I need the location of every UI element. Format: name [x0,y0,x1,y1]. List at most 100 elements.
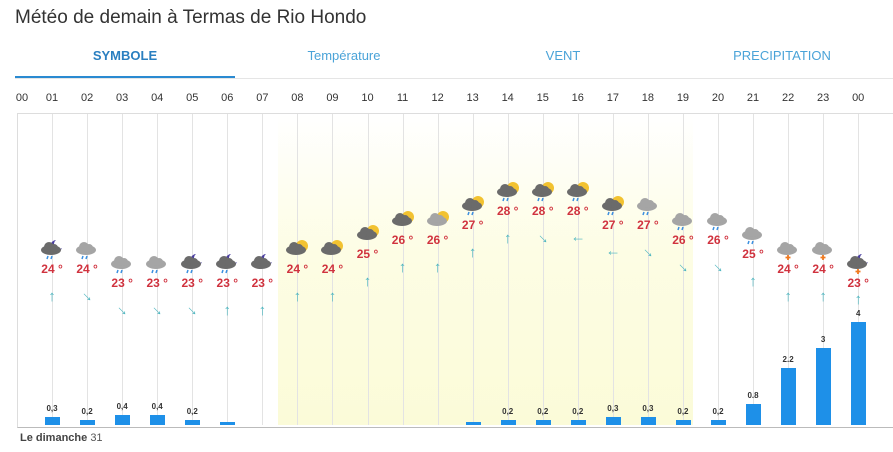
precipitation-value: 0,2 [537,406,549,416]
tab-temperature[interactable]: Température [307,48,381,63]
cloud-rain-icon [705,210,731,232]
precipitation-bar [535,419,551,425]
night-cloud-rain-icon [179,253,205,275]
temperature-label: 26 ° [707,232,729,247]
day-label: Le dimanche 31 [20,432,103,444]
temperature-label: 23 ° [847,276,869,290]
precipitation-bar [150,414,166,425]
temperature-label: 25 ° [742,247,764,261]
hour-label: 22 [781,92,795,104]
cloud-rain-icon [74,239,100,261]
temperature-label: 24 ° [812,261,834,276]
hour-label: 04 [151,92,164,104]
gridline [87,114,89,425]
gridline [227,114,229,425]
precipitation-bar [570,419,586,425]
precipitation-bar [220,422,236,425]
sun-cloud-rain-icon [600,195,626,217]
wind-arrow-icon: ↑ [223,302,232,319]
sun-cloud-rain-icon [460,195,486,217]
gridline [437,114,439,425]
night-cloud-rain-icon [214,253,240,275]
cloud-rain-icon [740,224,766,246]
hour-label: 18 [641,92,655,104]
sun-cloud-rain-icon [565,181,591,203]
precipitation-value: 0,4 [116,401,128,411]
gridline [332,114,334,425]
wind-arrow-icon: ↑ [749,273,757,290]
tab-vent[interactable]: VENT [545,48,581,63]
temperature-label: 23 ° [251,276,274,290]
temperature-label: 24 ° [41,261,63,276]
hour-axis: 00 01 02 03 04 05 06 07 08 09 10 11 12 13 14 15 16 17 18 19… [0,92,893,106]
cloud-rain-icon [109,253,135,275]
precipitation-bar [465,422,481,425]
gridline [297,114,299,425]
night-cloud-icon [249,253,275,275]
precipitation-bar [80,419,96,425]
hour-label: 14 [501,92,514,104]
cloud-rain-icon [144,253,170,275]
gridline [718,114,719,425]
sun-cloud-rain-icon [530,181,556,203]
temperature-label: 23 ° [111,276,133,290]
hour-label: 15 [536,92,549,104]
hour-label: 11 [396,92,409,104]
temperature-label: 23 ° [181,276,203,290]
gridline [262,114,264,425]
temperature-label: 27 ° [637,218,659,232]
hour-label: 00 [852,92,865,104]
gridline [122,114,124,425]
page-title: Météo de demain à Termas de Rio Hondo [15,7,367,28]
gridline [612,114,614,425]
sun-cloud-icon [355,224,381,246]
precipitation-value: 0,3 [607,404,619,414]
wind-arrow-icon: ↑ [293,287,302,305]
temperature-label: 26 ° [426,232,449,247]
temperature-label: 23 ° [146,276,168,290]
active-tab-indicator [15,76,235,78]
wind-arrow-icon: ↑ [568,234,586,243]
tab-precipitation[interactable]: PRECIPITATION [733,48,831,63]
tab-symbole[interactable]: SYMBOLE [92,48,158,63]
cloud-rain-icon [670,210,696,232]
gridline [788,114,790,425]
temperature-label: 23 ° [216,276,239,290]
hour-label: 03 [116,92,129,104]
hour-label: 13 [466,92,479,104]
hour-label: 16 [571,92,584,104]
hour-label: 02 [80,92,94,104]
precipitation-value: 0.8 [747,391,759,401]
precipitation-value: 0,2 [81,406,93,416]
sun-cloud-icon [390,210,416,232]
precipitation-value: 3 [820,334,826,344]
gridline [472,114,474,425]
precipitation-value: 0,2 [677,406,689,416]
temperature-label: 24 ° [777,261,799,276]
hour-label: 10 [361,92,374,104]
wind-arrow-icon: ↑ [48,287,56,305]
gridline [157,114,159,425]
gridline [753,114,755,425]
hour-label: 09 [326,92,339,104]
temperature-label: 28 ° [567,203,589,218]
precipitation-value: 0,4 [151,401,163,411]
hour-label: 05 [186,92,199,104]
temperature-label: 26 ° [672,232,694,247]
gridline [682,114,684,425]
hour-label: 06 [221,92,234,104]
gridline [402,114,404,425]
wind-arrow-icon: ↑ [433,258,442,276]
hour-label: 21 [746,92,760,104]
wind-arrow-icon: ↑ [854,291,862,308]
wind-arrow-icon: ↑ [784,287,792,305]
temperature-label: 25 ° [356,247,379,261]
precipitation-value: 0,2 [712,406,724,416]
wind-arrow-icon: ↑ [603,249,621,257]
precipitation-value: 0,2 [502,406,514,416]
temperature-label: 28 ° [532,203,554,218]
temperature-label: 27 ° [602,218,624,232]
gridline [367,114,369,425]
night-cloud-storm-icon [845,253,871,275]
precipitation-value: 0,3 [46,404,58,414]
